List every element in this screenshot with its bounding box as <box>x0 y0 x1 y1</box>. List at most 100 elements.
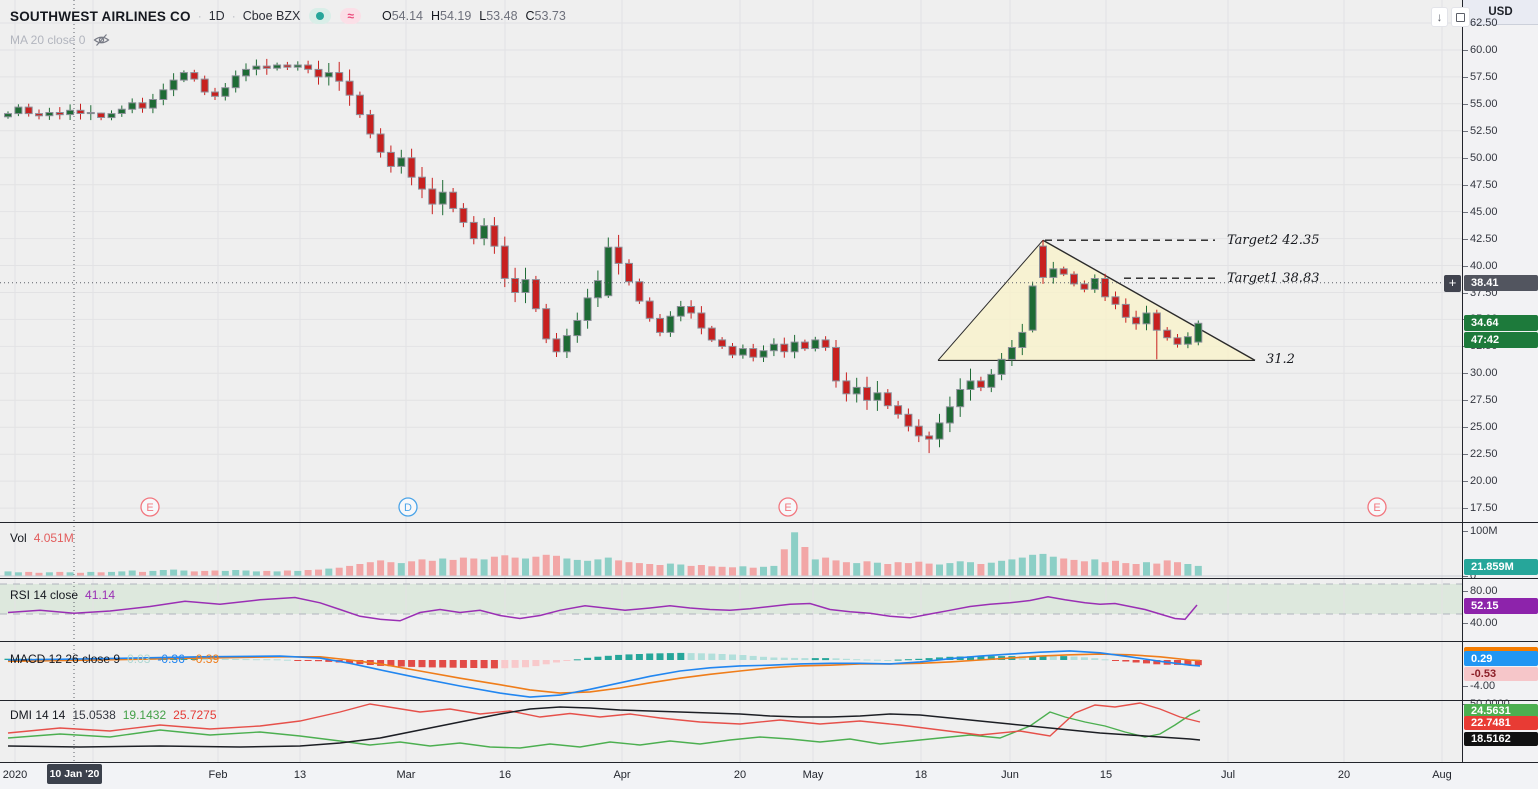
market-status-pill[interactable] <box>309 8 332 24</box>
symbol-name[interactable]: SOUTHWEST AIRLINES CO <box>10 8 191 24</box>
candle <box>521 279 530 294</box>
pane-separator[interactable] <box>0 641 1538 642</box>
volume-bar <box>1101 562 1109 576</box>
volume-bar <box>459 557 467 576</box>
volume-bar <box>542 554 550 576</box>
volume-bar <box>801 547 809 576</box>
macd-histogram-bar <box>1060 656 1068 660</box>
delayed-data-pill[interactable]: ≈ <box>340 8 361 24</box>
macd-histogram-bar <box>1174 660 1181 665</box>
rsi-pane[interactable] <box>0 578 1462 641</box>
candle <box>252 65 261 70</box>
add-alert-plus-button[interactable]: + <box>1444 275 1461 292</box>
macd-histogram-bar <box>853 659 861 661</box>
candle <box>769 343 778 352</box>
volume-bar <box>915 561 923 576</box>
dmi-adx-badge: 18.5162 <box>1464 732 1538 746</box>
macd-histogram-bar <box>1122 660 1130 662</box>
candle <box>987 373 996 388</box>
price-tick: 45.00 <box>1470 206 1498 218</box>
event-marker-D[interactable]: D <box>398 497 418 517</box>
macd-histogram-bar <box>242 659 250 661</box>
candle <box>159 89 168 101</box>
target2-annotation[interactable]: Target2 42.35 <box>1227 233 1320 248</box>
volume-bar <box>45 572 53 576</box>
macd-histogram-bar <box>1112 660 1119 661</box>
macd-histogram-bar <box>190 658 198 660</box>
candle <box>283 64 292 68</box>
macd-histogram-bar <box>201 658 209 660</box>
macd-histogram-bar <box>760 656 767 660</box>
ma-indicator-row[interactable]: MA 20 close 0 <box>10 33 110 47</box>
volume-label-row[interactable]: Vol 4.051M <box>10 531 74 545</box>
high-value: 54.19 <box>440 9 472 23</box>
exchange-label[interactable]: Cboe BZX <box>242 9 301 23</box>
scroll-to-recent-button[interactable]: ↓ <box>1431 7 1448 27</box>
rsi-label-row[interactable]: RSI 14 close 41.14 <box>10 588 115 602</box>
candle <box>593 280 602 299</box>
volume-bar <box>936 564 943 576</box>
svg-text:E: E <box>784 502 791 514</box>
pane-separator[interactable] <box>0 522 1538 523</box>
macd-histogram-bar <box>863 659 871 661</box>
event-marker-E[interactable]: E <box>1367 497 1387 517</box>
macd-histogram-bar <box>729 654 736 660</box>
target1-annotation[interactable]: Target1 38.83 <box>1227 271 1320 286</box>
price-axis[interactable]: USD 62.50 60.00 57.50 55.00 52.50 50.00 47.50 4… <box>1462 0 1538 762</box>
macd-title: MACD 12 26 close 9 <box>10 652 121 666</box>
macd-histogram-bar <box>687 653 695 660</box>
maximize-pane-button[interactable] <box>1451 7 1470 27</box>
timeframe-label[interactable]: 1D <box>208 9 225 23</box>
crosshair-date-badge: 10 Jan '20 <box>47 764 102 784</box>
macd-label-row[interactable]: MACD 12 26 close 9 0.03 -0.36 -0.39 <box>10 652 219 666</box>
volume-pane[interactable] <box>0 522 1462 578</box>
down-arrow-icon: ↓ <box>1436 10 1443 24</box>
currency-label[interactable]: USD <box>1463 0 1538 25</box>
crosshair-price-badge: 38.41 <box>1464 275 1538 291</box>
candle <box>293 64 302 68</box>
pane-separator[interactable] <box>0 700 1538 701</box>
volume-bar <box>998 560 1006 576</box>
volume-bar <box>1070 559 1078 576</box>
volume-tick: 100M <box>1470 525 1498 537</box>
pane-separator[interactable] <box>0 578 1538 579</box>
triangle-base-annotation[interactable]: 31.2 <box>1266 352 1295 367</box>
macd-histogram-bar <box>967 656 974 660</box>
candle <box>1111 296 1120 305</box>
time-label: Mar <box>396 769 416 781</box>
event-marker-E[interactable]: E <box>140 497 160 517</box>
macd-histogram-bar <box>884 660 892 661</box>
volume-bar <box>128 570 136 576</box>
macd-tick: -4.00 <box>1470 680 1496 692</box>
eye-off-icon[interactable] <box>93 33 110 47</box>
volume-bar <box>418 559 426 576</box>
macd-line-badge: 0.29 <box>1464 651 1538 666</box>
volume-bar <box>283 570 291 576</box>
candle <box>107 113 116 119</box>
candle <box>749 348 758 358</box>
macd-histogram-bar <box>1184 660 1192 666</box>
volume-bar <box>470 558 478 576</box>
triangle-pattern[interactable] <box>938 240 1255 361</box>
candle <box>76 109 85 115</box>
volume-bar <box>770 565 778 576</box>
candle <box>407 157 416 178</box>
macd-hist-value: 0.03 <box>127 652 151 666</box>
candle <box>128 102 137 110</box>
time-axis[interactable]: 10 Jan '20 2020 Feb 13 Mar 16 Apr 20 May 18 Jun 15… <box>0 762 1538 789</box>
event-marker-E[interactable]: E <box>778 497 798 517</box>
dmi-pane[interactable] <box>0 700 1462 762</box>
volume-bar <box>977 564 985 576</box>
macd-histogram-bar <box>418 660 426 668</box>
volume-bar <box>956 561 964 576</box>
volume-bar <box>697 565 705 576</box>
volume-bar <box>739 566 747 576</box>
volume-bar <box>387 562 395 576</box>
macd-histogram-bar <box>304 660 312 661</box>
time-label: 16 <box>498 769 512 781</box>
macd-pane[interactable] <box>0 641 1462 700</box>
dmi-label-row[interactable]: DMI 14 14 15.0538 19.1432 25.7275 <box>10 708 217 722</box>
candle <box>966 380 975 390</box>
